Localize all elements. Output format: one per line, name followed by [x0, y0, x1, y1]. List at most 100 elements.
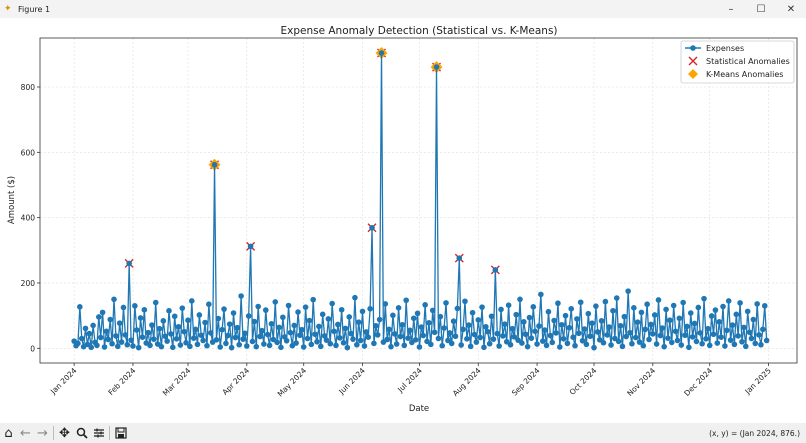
expenses-point	[280, 314, 286, 321]
expenses-point	[338, 306, 345, 313]
expenses-point	[608, 342, 614, 348]
expenses-point	[175, 323, 182, 330]
expenses-point	[560, 336, 567, 342]
expenses-point	[534, 341, 540, 347]
pan-icon[interactable]: ✥	[59, 425, 70, 441]
y-tick-label: 600	[21, 148, 36, 157]
maximize-button[interactable]: ☐	[756, 3, 766, 15]
save-icon[interactable]	[112, 425, 129, 442]
legend-kmeans-label: K-Means Anomalies	[706, 70, 783, 79]
cursor-coordinates-readout: (x, y) = (Jan 2024, 876.)	[709, 428, 800, 438]
expenses-point	[610, 307, 616, 314]
expenses-point	[403, 297, 409, 304]
expenses-point	[359, 308, 366, 315]
expenses-point	[249, 338, 256, 345]
close-button[interactable]: ✕	[786, 3, 796, 15]
expenses-point	[583, 341, 590, 348]
expenses-point	[646, 336, 652, 343]
expenses-point	[149, 322, 155, 328]
legend-expenses-marker-icon	[690, 45, 696, 51]
expenses-point	[663, 306, 669, 313]
expenses-point	[737, 300, 743, 306]
home-icon[interactable]: ⌂	[4, 425, 13, 441]
expenses-point	[355, 319, 362, 325]
expenses-point	[447, 330, 453, 336]
expenses-point	[259, 327, 265, 334]
expenses-point	[171, 313, 178, 320]
expenses-point	[693, 338, 700, 345]
expenses-point	[177, 342, 184, 348]
expenses-point	[414, 310, 421, 317]
expenses-point	[752, 340, 759, 347]
expenses-point	[173, 336, 180, 342]
expenses-point	[75, 340, 81, 347]
expenses-point	[615, 338, 622, 345]
expenses-point	[513, 311, 520, 318]
minimize-button[interactable]: –	[728, 3, 734, 15]
expenses-point	[251, 318, 258, 325]
expenses-point	[503, 338, 510, 345]
expenses-point	[498, 306, 504, 313]
expenses-point	[114, 343, 121, 350]
expenses-point	[272, 299, 279, 305]
expenses-point	[90, 322, 96, 329]
x-tick-label: Mar 2024	[161, 366, 193, 398]
expenses-point	[128, 337, 134, 343]
expenses-point	[509, 325, 516, 332]
configure-subplots-icon[interactable]	[90, 425, 107, 442]
expenses-point	[744, 308, 751, 315]
expenses-point	[526, 314, 533, 321]
expenses-point	[244, 343, 250, 349]
expenses-point	[418, 324, 425, 330]
expenses-point	[625, 288, 631, 294]
expenses-point	[570, 334, 576, 341]
expenses-point	[120, 304, 127, 311]
expenses-point	[308, 341, 315, 348]
expenses-point	[96, 314, 102, 320]
expenses-point	[158, 343, 165, 350]
expenses-point	[152, 299, 159, 306]
x-tick-label: Oct 2024	[568, 366, 599, 397]
expenses-point	[667, 317, 673, 324]
expenses-point	[111, 296, 117, 303]
expenses-point	[754, 301, 760, 307]
expenses-point	[219, 326, 225, 333]
legend-box	[680, 40, 795, 84]
expenses-point	[160, 318, 167, 324]
expenses-point	[226, 321, 233, 327]
expenses-point	[188, 298, 195, 304]
expenses-point	[621, 313, 628, 320]
x-tick-label: Sep 2024	[510, 366, 542, 398]
expenses-point	[325, 316, 332, 322]
expenses-point	[367, 305, 373, 312]
expenses-point	[266, 342, 273, 349]
expenses-point	[598, 318, 605, 324]
y-tick-label: 200	[21, 279, 36, 288]
expenses-point	[221, 306, 227, 312]
expenses-point	[517, 296, 523, 303]
expenses-point	[264, 331, 271, 338]
expenses-point	[735, 333, 741, 339]
x-tick-label: Jan 2025	[743, 366, 774, 397]
navigation-toolbar: ⌂ ← → ✥ (x, y) = (Jan 2024, 876.)	[0, 423, 806, 443]
expenses-point	[382, 301, 389, 307]
expenses-point	[543, 342, 550, 349]
expenses-point	[230, 310, 237, 316]
expenses-point	[86, 330, 93, 337]
x-tick-label: Feb 2024	[106, 366, 137, 397]
x-tick-label: Jun 2024	[336, 366, 367, 397]
expenses-point	[524, 343, 531, 350]
back-icon[interactable]: ←	[20, 425, 31, 441]
expenses-point	[333, 342, 339, 349]
expenses-point	[469, 309, 476, 316]
forward-icon[interactable]: →	[37, 425, 48, 441]
expenses-point	[689, 334, 696, 340]
expenses-point	[587, 333, 593, 340]
expenses-point	[665, 335, 671, 341]
expenses-point	[99, 309, 106, 316]
expenses-point	[261, 341, 267, 347]
zoom-icon[interactable]	[73, 425, 90, 442]
expenses-point	[365, 334, 372, 341]
expenses-point	[507, 341, 514, 348]
